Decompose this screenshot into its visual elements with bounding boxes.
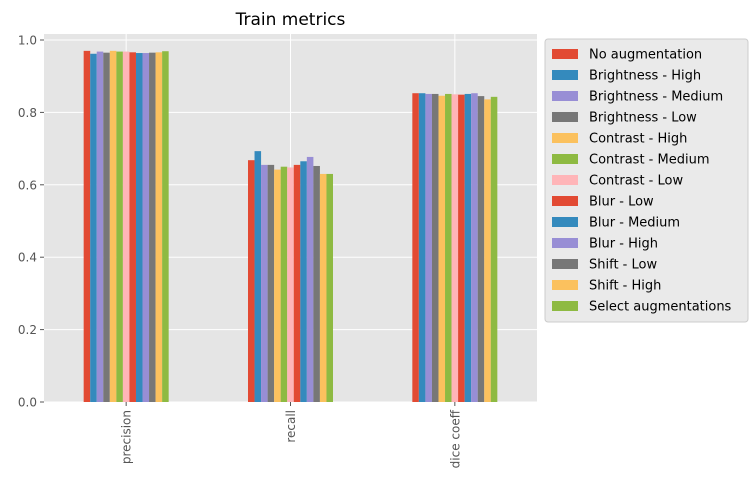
legend-label: Contrast - Low xyxy=(589,174,683,189)
chart-title: Train metrics xyxy=(235,10,346,30)
bar xyxy=(458,94,465,403)
bar xyxy=(248,160,255,402)
y-tick-label: 0.0 xyxy=(18,396,37,410)
legend-swatch xyxy=(552,49,578,59)
bar xyxy=(438,95,446,403)
bar xyxy=(155,52,163,403)
bar xyxy=(83,50,91,403)
bar xyxy=(116,51,123,403)
bar xyxy=(122,51,130,403)
bar xyxy=(90,53,97,402)
legend: No augmentation Brightness - High Brightne… xyxy=(544,38,749,323)
bar xyxy=(313,165,320,402)
bar xyxy=(425,93,432,403)
bar xyxy=(412,93,419,403)
legend-label: Brightness - Low xyxy=(589,111,697,126)
legend-label: Contrast - Medium xyxy=(589,153,710,168)
bar xyxy=(326,173,333,402)
bar xyxy=(319,173,327,402)
legend-swatch xyxy=(552,259,578,269)
bar xyxy=(96,51,104,403)
legend-swatch xyxy=(552,217,578,227)
bar xyxy=(287,167,294,402)
bar xyxy=(477,96,485,403)
bar xyxy=(306,156,314,402)
legend-box xyxy=(544,38,749,323)
y-tick-label: 1.0 xyxy=(18,34,37,48)
legend-label: Blur - Medium xyxy=(589,216,680,231)
x-tick-label: recall xyxy=(284,410,298,443)
bar xyxy=(254,151,262,402)
y-tick-label: 0.4 xyxy=(18,251,37,265)
bar xyxy=(431,93,439,403)
legend-swatch xyxy=(552,196,578,206)
bar xyxy=(300,161,307,402)
bar xyxy=(109,50,117,403)
legend-swatch xyxy=(552,238,578,248)
legend-swatch xyxy=(552,91,578,101)
x-tick-label: precision xyxy=(120,410,134,464)
legend-swatch xyxy=(552,133,578,143)
bar xyxy=(464,93,472,403)
bar xyxy=(484,99,491,403)
bar xyxy=(261,164,268,402)
bar xyxy=(293,164,301,402)
legend-swatch xyxy=(552,112,578,122)
legend-label: Brightness - Medium xyxy=(589,90,723,105)
bar xyxy=(490,96,498,403)
legend-label: Select augmentations xyxy=(589,300,732,315)
legend-swatch xyxy=(552,154,578,164)
legend-label: No augmentation xyxy=(589,48,702,63)
legend-label: Contrast - High xyxy=(589,132,687,147)
bar xyxy=(142,53,150,402)
legend-label: Brightness - High xyxy=(589,69,701,84)
y-tick-label: 0.8 xyxy=(18,106,37,120)
bar xyxy=(274,169,281,402)
bar xyxy=(445,93,452,403)
legend-swatch xyxy=(552,301,578,311)
bar xyxy=(149,52,156,403)
legend-swatch xyxy=(552,70,578,80)
bar xyxy=(162,51,169,403)
legend-label: Shift - Low xyxy=(589,258,657,273)
x-tick-label: dice coeff xyxy=(448,409,462,468)
bar xyxy=(129,52,136,403)
y-tick-label: 0.2 xyxy=(18,323,37,337)
bar xyxy=(135,53,143,402)
bar xyxy=(451,94,459,403)
y-axis: 0.0 0.2 0.4 0.6 0.8 1.0 xyxy=(18,34,44,410)
bars xyxy=(83,50,498,403)
bar xyxy=(103,52,110,403)
bar xyxy=(280,166,288,402)
y-tick-label: 0.6 xyxy=(18,178,37,192)
legend-label: Blur - High xyxy=(589,237,658,252)
legend-swatch xyxy=(552,280,578,290)
legend-swatch xyxy=(552,175,578,185)
bar xyxy=(418,93,426,403)
x-axis: precision recall dice coeff xyxy=(120,402,462,468)
bar xyxy=(471,93,478,403)
legend-label: Shift - High xyxy=(589,279,661,294)
legend-label: Blur - Low xyxy=(589,195,654,210)
bar xyxy=(267,164,275,402)
